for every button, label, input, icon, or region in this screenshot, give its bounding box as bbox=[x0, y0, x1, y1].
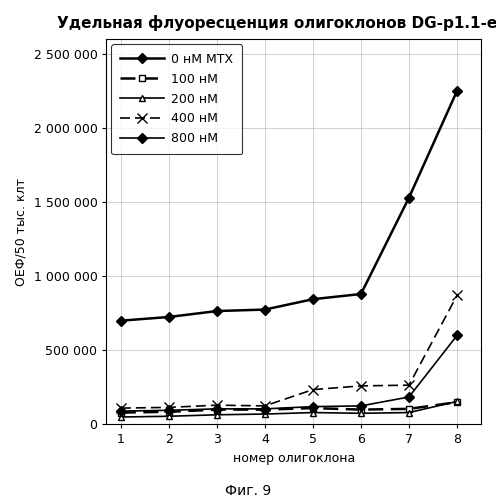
400 нМ bbox=[118, 405, 124, 411]
0 нМ МТХ bbox=[406, 194, 412, 200]
100 нМ bbox=[454, 399, 460, 405]
800 нМ bbox=[358, 403, 364, 409]
Y-axis label: ОЕФ/50 тыс. клт: ОЕФ/50 тыс. клт bbox=[15, 178, 28, 286]
400 нМ bbox=[406, 382, 412, 388]
200 нМ bbox=[262, 411, 268, 417]
X-axis label: номер олигоклона: номер олигоклона bbox=[233, 452, 355, 465]
200 нМ bbox=[118, 414, 124, 420]
100 нМ bbox=[358, 406, 364, 412]
100 нМ bbox=[214, 406, 220, 412]
200 нМ bbox=[310, 410, 316, 416]
200 нМ bbox=[358, 410, 364, 416]
800 нМ bbox=[310, 404, 316, 409]
100 нМ bbox=[166, 409, 172, 415]
0 нМ МТХ bbox=[166, 314, 172, 320]
200 нМ bbox=[166, 414, 172, 420]
200 нМ bbox=[406, 410, 412, 416]
Line: 800 нМ: 800 нМ bbox=[118, 332, 460, 414]
0 нМ МТХ bbox=[262, 306, 268, 312]
400 нМ bbox=[358, 383, 364, 389]
Line: 200 нМ: 200 нМ bbox=[118, 398, 460, 420]
800 нМ bbox=[454, 332, 460, 338]
800 нМ bbox=[262, 406, 268, 412]
800 нМ bbox=[214, 406, 220, 412]
400 нМ bbox=[214, 402, 220, 408]
0 нМ МТХ bbox=[118, 318, 124, 324]
Title: Удельная флуоресценция олигоклонов DG-p1.1-eGFP: Удельная флуоресценция олигоклонов DG-p1… bbox=[57, 15, 496, 31]
400 нМ bbox=[166, 404, 172, 410]
Line: 0 нМ МТХ: 0 нМ МТХ bbox=[118, 88, 460, 324]
400 нМ bbox=[310, 386, 316, 392]
Line: 400 нМ: 400 нМ bbox=[116, 290, 462, 413]
800 нМ bbox=[166, 408, 172, 414]
0 нМ МТХ bbox=[310, 296, 316, 302]
800 нМ bbox=[406, 394, 412, 400]
Legend: 0 нМ МТХ, 100 нМ, 200 нМ, 400 нМ, 800 нМ: 0 нМ МТХ, 100 нМ, 200 нМ, 400 нМ, 800 нМ bbox=[112, 44, 243, 154]
800 нМ bbox=[118, 408, 124, 414]
0 нМ МТХ bbox=[358, 291, 364, 297]
100 нМ bbox=[406, 406, 412, 412]
400 нМ bbox=[262, 403, 268, 409]
200 нМ bbox=[454, 398, 460, 404]
400 нМ bbox=[454, 292, 460, 298]
Text: Фиг. 9: Фиг. 9 bbox=[225, 484, 271, 498]
100 нМ bbox=[118, 410, 124, 416]
Line: 100 нМ: 100 нМ bbox=[118, 398, 460, 416]
200 нМ bbox=[214, 412, 220, 418]
100 нМ bbox=[262, 406, 268, 412]
100 нМ bbox=[310, 405, 316, 411]
0 нМ МТХ bbox=[454, 88, 460, 94]
0 нМ МТХ bbox=[214, 308, 220, 314]
